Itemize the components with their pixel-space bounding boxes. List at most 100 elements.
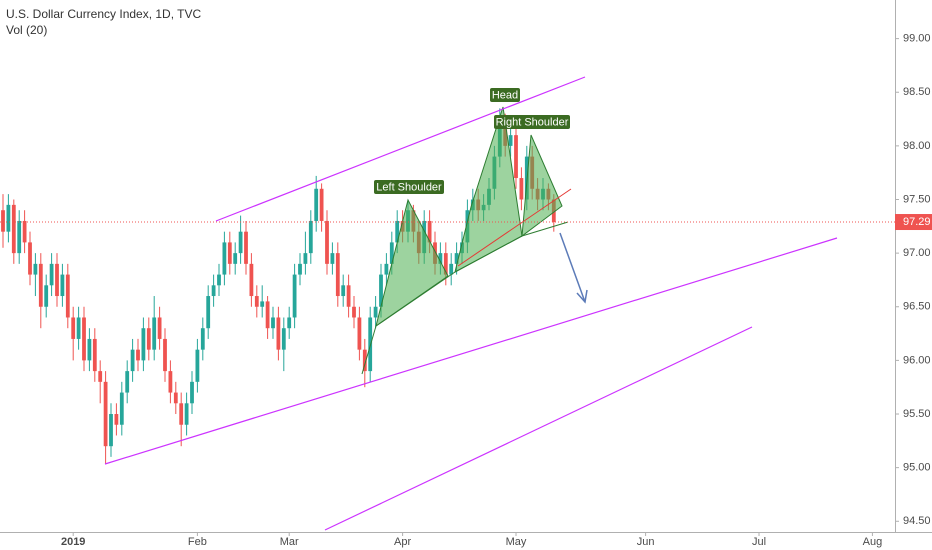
y-tick-label: 99.00 xyxy=(903,33,931,45)
candle-body xyxy=(109,414,113,447)
lower-channel xyxy=(104,237,838,465)
candle-body xyxy=(28,242,32,275)
candle-body xyxy=(379,274,383,307)
indicator-label: Vol (20) xyxy=(6,23,47,37)
y-tick-label: 95.50 xyxy=(903,408,931,420)
candle-body xyxy=(71,317,76,339)
candle-body xyxy=(357,317,362,350)
x-tick-label: Apr xyxy=(394,536,411,548)
candle-body xyxy=(130,349,135,372)
y-tick-label: 97.00 xyxy=(903,247,931,259)
candle-body xyxy=(265,301,270,329)
candle-body xyxy=(163,338,167,372)
candle-body xyxy=(281,328,286,350)
x-tick-label: May xyxy=(506,536,527,548)
candle-body xyxy=(314,188,319,221)
candle-body xyxy=(389,242,394,264)
annotation: Right Shoulder xyxy=(494,115,570,129)
candle-body xyxy=(179,403,184,425)
candle-body xyxy=(200,328,205,350)
candle-body xyxy=(206,296,211,329)
candle-body xyxy=(519,178,524,200)
y-tick-label: 98.00 xyxy=(903,140,931,152)
candle-body xyxy=(276,317,281,350)
candle-body xyxy=(190,381,194,404)
candle-body xyxy=(44,285,49,307)
candle-body xyxy=(454,253,459,264)
annotation: Left Shoulder xyxy=(374,180,444,194)
x-tick-label: 2019 xyxy=(61,536,85,548)
candle-body xyxy=(443,253,448,275)
candle-body xyxy=(33,263,38,275)
candle-body xyxy=(152,317,157,350)
chart-title: U.S. Dollar Currency Index, 1D, TVC xyxy=(6,7,202,21)
candle-body xyxy=(427,220,432,243)
candle-body xyxy=(395,220,400,243)
candle-body xyxy=(55,263,59,297)
candle-body xyxy=(65,274,70,318)
candle-body xyxy=(238,231,243,254)
x-tick-label: Mar xyxy=(280,536,299,548)
candle-body xyxy=(341,285,346,297)
candle-body xyxy=(233,253,238,264)
candle-body xyxy=(249,263,254,297)
candle-body xyxy=(325,220,329,264)
candle-body xyxy=(244,231,248,264)
candle-body xyxy=(217,274,221,286)
candle-body xyxy=(449,263,454,275)
last-price-label: 97.29 xyxy=(903,216,931,228)
candle-body xyxy=(76,317,81,339)
candle-body xyxy=(514,135,518,179)
candle-body xyxy=(330,253,335,264)
candle-body xyxy=(335,253,340,297)
candle-body xyxy=(303,253,308,264)
upper-channel xyxy=(215,76,586,222)
candle-body xyxy=(119,392,124,425)
candle-body xyxy=(508,135,513,146)
candle-body xyxy=(17,220,22,254)
target-channel xyxy=(324,326,753,531)
annotation-label: Left Shoulder xyxy=(376,181,442,193)
y-tick-label: 96.00 xyxy=(903,354,931,366)
candle-body xyxy=(308,220,313,254)
arrow-head xyxy=(576,289,588,304)
neckline xyxy=(361,221,569,375)
drawings xyxy=(104,76,838,531)
candle-body xyxy=(260,301,265,307)
candle-body xyxy=(87,338,92,361)
candle-body xyxy=(362,349,367,372)
y-tick-label: 97.50 xyxy=(903,193,931,205)
candle-body xyxy=(146,328,151,350)
candle-body xyxy=(319,188,324,221)
candle-body xyxy=(103,381,108,447)
candle-body xyxy=(195,349,200,382)
y-tick-label: 95.00 xyxy=(903,462,931,474)
label-box xyxy=(490,88,520,102)
candle-body xyxy=(38,263,43,307)
candle-body xyxy=(173,392,178,404)
candle-body xyxy=(271,317,275,329)
candle-body xyxy=(346,285,351,307)
candle-body xyxy=(22,220,27,243)
candle-body xyxy=(141,328,146,361)
annotation: Head xyxy=(490,88,520,102)
candle-body xyxy=(157,317,162,339)
candle-body xyxy=(49,263,54,286)
label-box xyxy=(494,115,570,129)
candle-body xyxy=(82,317,86,361)
candle-body xyxy=(298,263,302,275)
y-tick-label: 94.50 xyxy=(903,515,931,527)
candle-body xyxy=(1,210,5,232)
candle-body xyxy=(60,274,65,297)
y-tick-label: 96.50 xyxy=(903,301,931,313)
candle-body xyxy=(222,242,227,275)
candle-body xyxy=(92,338,97,372)
candle-body xyxy=(373,306,378,318)
candle-body xyxy=(352,306,356,318)
candle-body xyxy=(211,285,216,297)
candle-body xyxy=(11,204,16,254)
x-tick-label: Feb xyxy=(188,536,207,548)
candle-body xyxy=(292,274,297,318)
